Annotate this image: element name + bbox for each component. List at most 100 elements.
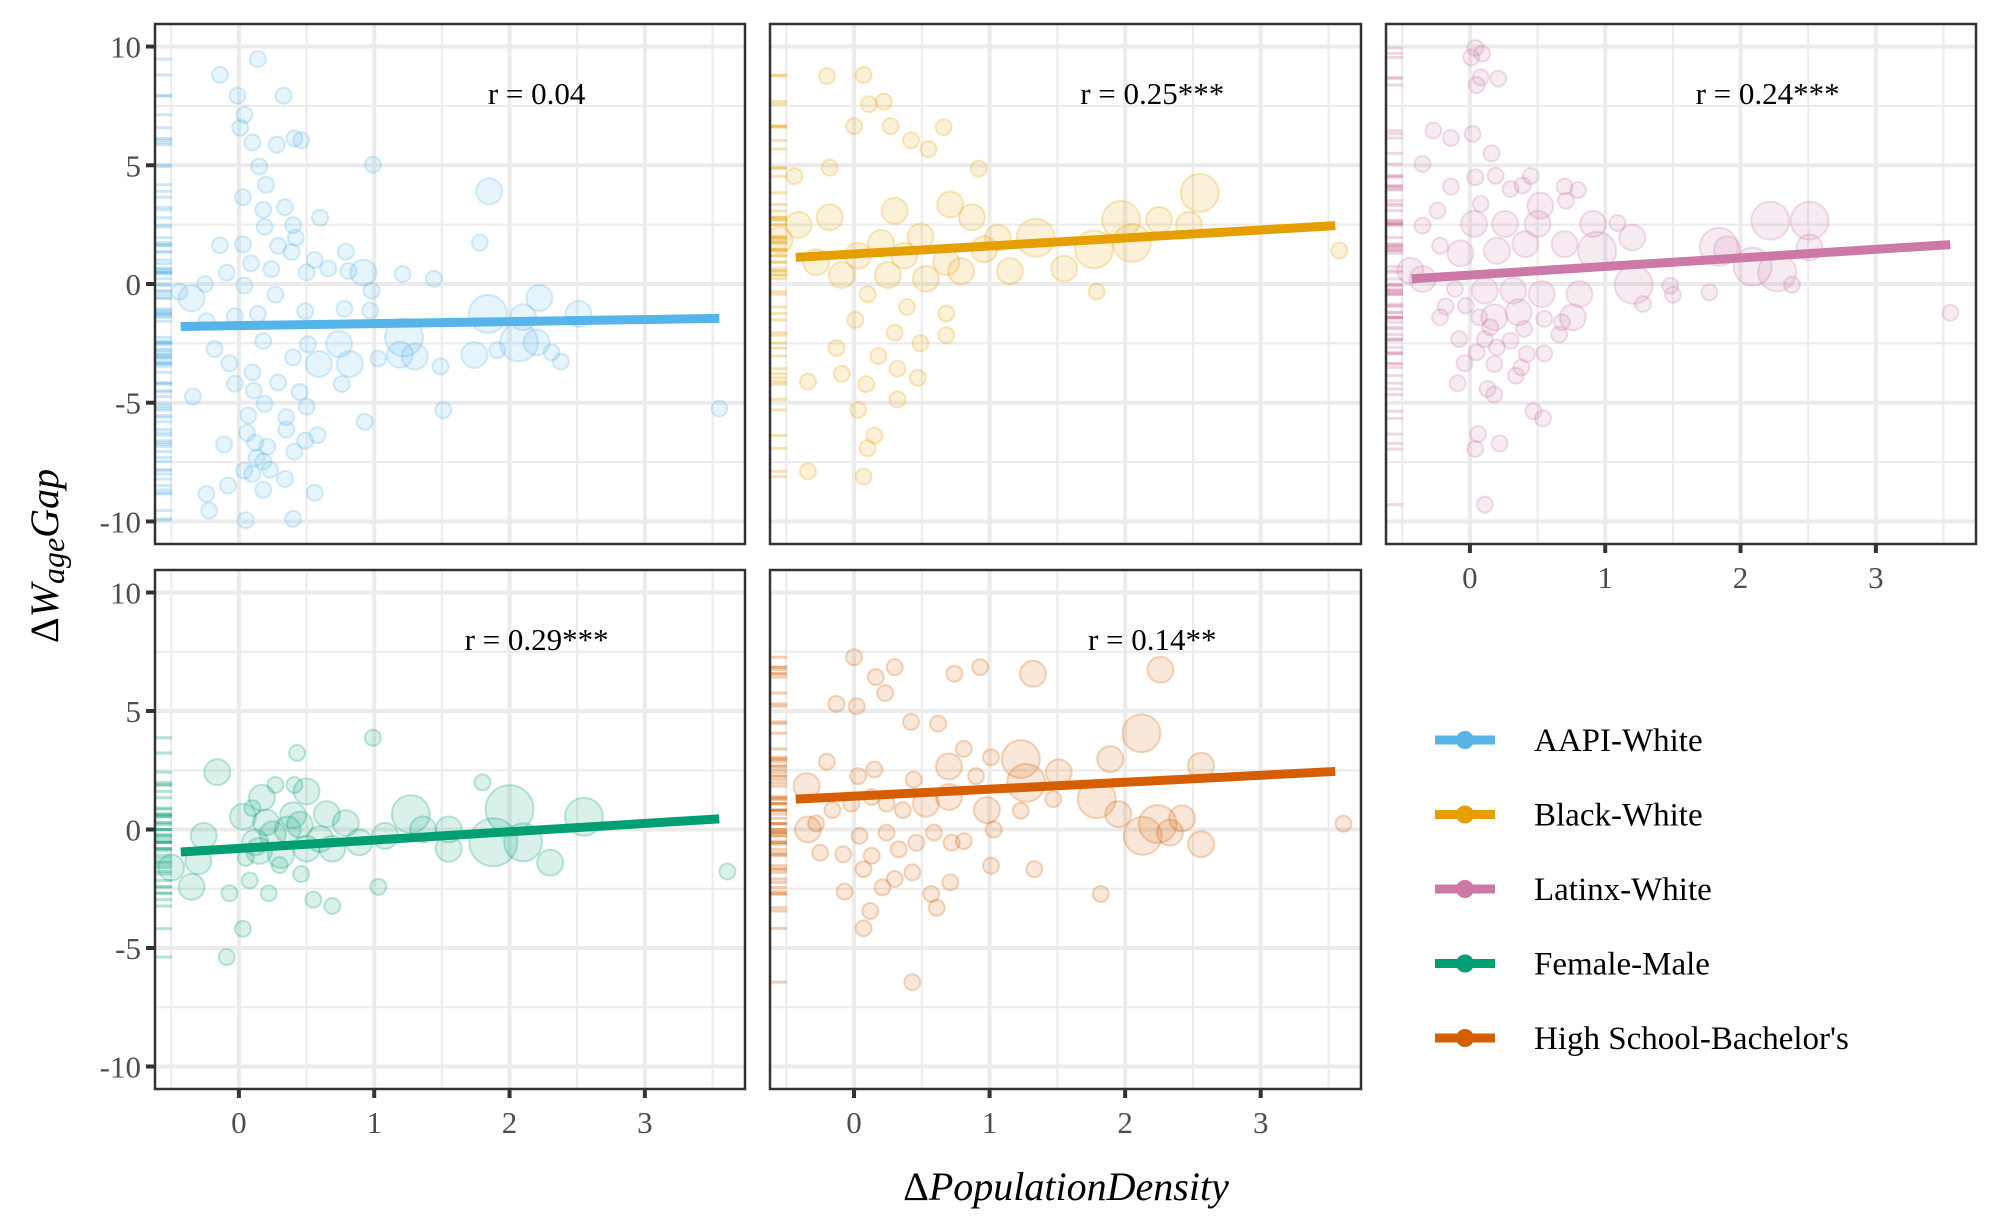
- data-point: [247, 448, 266, 467]
- data-point: [849, 400, 868, 419]
- data-point: [296, 431, 315, 450]
- data-point: [1550, 325, 1569, 344]
- data-point: [832, 364, 851, 383]
- data-point: [349, 258, 378, 287]
- y-tick-label: 5: [126, 694, 142, 729]
- panel-aapi-white: r = 0.04 -10 -5 0 5 10: [100, 22, 747, 546]
- data-point: [369, 349, 388, 368]
- data-point: [1087, 282, 1106, 301]
- data-point: [807, 814, 826, 833]
- legend-label: AAPI-White: [1534, 723, 1703, 759]
- data-point: [282, 242, 301, 261]
- x-tick-label: 3: [637, 1105, 653, 1140]
- legend-item: Black-White: [1435, 798, 1703, 834]
- data-point: [1504, 298, 1533, 327]
- data-point: [1469, 425, 1488, 444]
- data-point: [908, 368, 927, 387]
- legend-point-icon: [1456, 954, 1474, 973]
- data-point: [1025, 860, 1044, 879]
- panel-black-white: r = 0.25***: [768, 22, 1363, 546]
- data-point: [1000, 739, 1041, 780]
- data-point: [881, 117, 900, 136]
- data-point: [284, 348, 303, 367]
- data-point: [1535, 344, 1554, 363]
- y-tick-label: -5: [115, 931, 141, 966]
- data-point: [869, 346, 888, 365]
- legend-point-icon: [1456, 1029, 1474, 1047]
- data-point: [196, 275, 215, 293]
- data-point: [934, 118, 953, 137]
- data-point: [897, 298, 916, 317]
- data-point: [1485, 355, 1504, 374]
- data-point: [969, 159, 988, 178]
- data-point: [1558, 303, 1587, 332]
- data-point: [1512, 358, 1531, 377]
- data-point: [247, 783, 276, 812]
- data-point: [363, 155, 382, 174]
- data-point: [304, 890, 323, 909]
- data-point: [1431, 236, 1450, 255]
- data-point: [845, 648, 864, 667]
- data-point: [1663, 285, 1682, 304]
- data-point: [254, 331, 273, 350]
- data-point: [331, 809, 360, 838]
- data-point: [1552, 313, 1571, 332]
- data-point: [1487, 338, 1506, 357]
- data-point: [470, 233, 489, 252]
- data-point: [228, 86, 247, 105]
- data-point: [1466, 440, 1485, 459]
- data-point: [1111, 222, 1152, 263]
- data-point: [846, 310, 865, 329]
- regression-line: [795, 221, 1336, 262]
- data-point: [835, 882, 854, 901]
- x-tick-label: 2: [1117, 1105, 1133, 1140]
- data-point: [275, 469, 294, 488]
- data-point: [210, 236, 229, 255]
- data-point: [285, 810, 314, 839]
- data-point: [1618, 223, 1647, 252]
- x-tick-label: 1: [982, 1105, 998, 1140]
- x-tick-label: 2: [502, 1105, 518, 1140]
- data-point: [922, 884, 941, 903]
- data-point: [1511, 230, 1540, 259]
- data-point: [865, 760, 884, 779]
- data-point: [1431, 308, 1450, 327]
- data-point: [888, 359, 907, 378]
- data-point: [261, 460, 280, 479]
- data-point: [1446, 279, 1465, 298]
- data-point: [177, 284, 206, 313]
- data-point: [1015, 217, 1056, 258]
- data-point: [383, 317, 424, 358]
- y-tick-label: 5: [126, 148, 142, 183]
- data-point: [424, 269, 443, 288]
- data-point: [217, 947, 236, 966]
- data-point: [286, 228, 305, 247]
- data-point: [390, 794, 431, 835]
- legend-label: High School-Bachelor's: [1534, 1021, 1849, 1057]
- data-point: [857, 375, 876, 394]
- data-point: [873, 878, 892, 897]
- data-point: [467, 293, 508, 334]
- data-point: [710, 399, 729, 418]
- data-point: [296, 302, 315, 321]
- data-point: [256, 175, 275, 194]
- data-point: [233, 919, 252, 938]
- y-axis-title: ΔWageGap: [22, 469, 71, 643]
- data-point: [231, 118, 250, 137]
- correlation-label: r = 0.25***: [1080, 76, 1224, 111]
- data-point: [847, 697, 866, 716]
- data-point: [1104, 800, 1133, 829]
- data-point: [1579, 209, 1608, 238]
- y-tick-label: 0: [126, 813, 142, 848]
- data-point: [903, 863, 922, 882]
- data-point: [279, 801, 308, 830]
- data-point: [292, 131, 311, 150]
- data-point: [849, 767, 868, 786]
- data-point: [1470, 276, 1499, 305]
- data-point: [954, 739, 973, 758]
- data-point: [1462, 48, 1481, 67]
- data-point: [1459, 209, 1488, 238]
- data-point: [266, 285, 285, 304]
- data-point: [431, 357, 450, 376]
